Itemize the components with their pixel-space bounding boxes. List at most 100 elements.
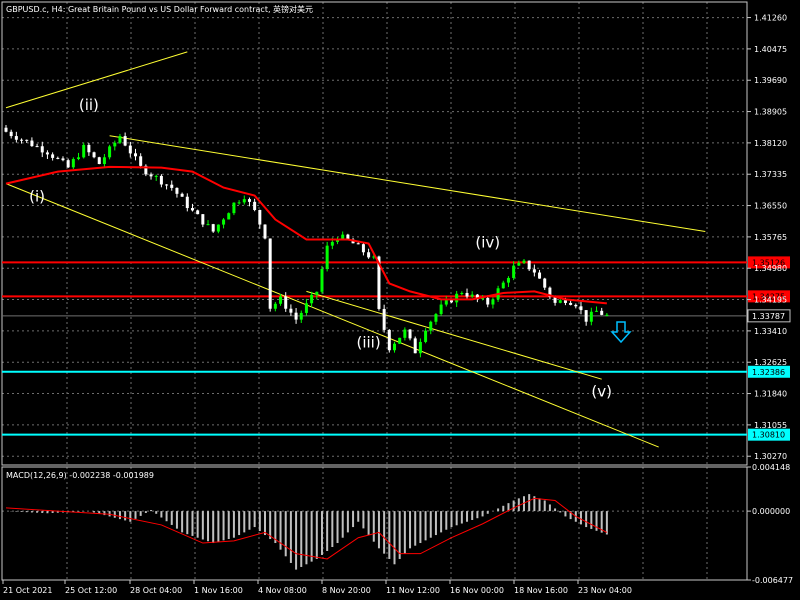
- price-tick-label: 1.31840: [754, 390, 787, 399]
- candles: [4, 125, 609, 358]
- candle-body: [154, 175, 158, 177]
- candle-body: [605, 314, 609, 316]
- candle-body: [475, 294, 479, 299]
- wave-label: (i): [29, 188, 45, 206]
- time-tick-label: 11 Nov 12:00: [386, 586, 440, 595]
- candle-body: [51, 154, 55, 158]
- level-tag: [748, 256, 790, 269]
- candle-body: [512, 265, 516, 278]
- candle-body: [196, 210, 200, 215]
- candle-body: [165, 184, 169, 186]
- candle-body: [584, 310, 588, 322]
- candle-body: [45, 152, 49, 155]
- price-tick-label: 1.38905: [754, 108, 787, 117]
- macd-panel: [5, 494, 608, 570]
- candle-body: [403, 329, 407, 338]
- candle-body: [310, 294, 314, 304]
- candle-body: [299, 312, 303, 320]
- candle-body: [237, 202, 241, 204]
- time-tick-label: 25 Oct 12:00: [65, 586, 117, 595]
- candle-body: [398, 337, 402, 344]
- candle-body: [367, 252, 371, 258]
- candle-body: [14, 136, 18, 140]
- candle-body: [532, 269, 536, 273]
- wave-label: (iv): [475, 233, 500, 251]
- candle-body: [356, 243, 360, 245]
- level-tag-label: 1.30810: [752, 431, 785, 440]
- price-tick-label: 1.38120: [754, 139, 787, 148]
- candle-body: [61, 158, 65, 161]
- price-tick-label: 1.32625: [754, 358, 787, 367]
- candle-body: [216, 224, 220, 232]
- candle-body: [325, 245, 329, 270]
- candle-body: [429, 321, 433, 331]
- candle-body: [574, 304, 578, 307]
- candle-body: [460, 292, 464, 294]
- trend-line: [5, 51, 188, 109]
- candle-body: [66, 160, 70, 168]
- candle-body: [408, 329, 412, 339]
- price-tick-label: 1.34195: [754, 296, 787, 305]
- candle-body: [118, 136, 122, 143]
- candle-body: [180, 193, 184, 197]
- candle-body: [558, 300, 562, 303]
- candle-body: [413, 338, 417, 354]
- candle-body: [538, 272, 542, 279]
- wave-label: (ii): [79, 96, 99, 114]
- chart-frame: [1, 1, 748, 581]
- candle-body: [481, 298, 485, 300]
- candle-body: [289, 308, 293, 313]
- candle-body: [102, 157, 106, 165]
- candle-body: [589, 311, 593, 322]
- candle-body: [71, 159, 75, 168]
- candle-body: [444, 300, 448, 305]
- candle-body: [134, 153, 137, 157]
- candle-body: [128, 145, 132, 154]
- time-tick-label: 21 Oct 2021: [3, 586, 52, 595]
- candle-body: [56, 157, 60, 159]
- price-tick-label: 1.36550: [754, 202, 787, 211]
- current-price-label: 1.33787: [752, 312, 785, 321]
- trend-lines[interactable]: [5, 51, 706, 448]
- candle-body: [25, 139, 29, 141]
- candle-body: [170, 184, 174, 188]
- level-tag-label: 1.32386: [752, 368, 785, 377]
- candle-body: [424, 330, 428, 342]
- candle-body: [159, 175, 163, 185]
- candle-body: [227, 213, 231, 220]
- candle-body: [579, 306, 583, 311]
- candle-body: [30, 140, 34, 147]
- candle-body: [40, 146, 44, 153]
- macd-tick-label: -0.006477: [752, 576, 793, 585]
- trend-line: [109, 135, 706, 232]
- price-tick-label: 1.39690: [754, 76, 787, 85]
- candle-body: [315, 291, 319, 295]
- candle-body: [92, 152, 96, 158]
- candle-body: [304, 303, 308, 313]
- candle-body: [253, 201, 257, 210]
- candle-body: [449, 300, 453, 303]
- candle-body: [418, 341, 422, 354]
- candle-body: [113, 142, 117, 147]
- candle-body: [522, 260, 526, 263]
- sell-arrow-icon[interactable]: [610, 321, 632, 344]
- macd-frame: [1, 466, 748, 581]
- candle-body: [600, 310, 604, 315]
- candle-body: [548, 287, 552, 297]
- time-tick-label: 4 Nov 08:00: [258, 586, 307, 595]
- main-frame: [1, 1, 748, 466]
- candle-body: [294, 312, 298, 320]
- candle-body: [393, 343, 396, 351]
- level-tag-label: 1.35126: [752, 258, 785, 267]
- level-tag: [748, 428, 790, 441]
- wave-label: (v): [591, 382, 612, 400]
- horizontal-levels[interactable]: 1.35126 1.34275 1.33787 1.32386 1.30810: [2, 256, 791, 441]
- candle-body: [108, 146, 112, 158]
- time-tick-label: 8 Nov 20:00: [322, 586, 371, 595]
- candle-body: [382, 308, 386, 330]
- ma-line: [5, 165, 607, 305]
- candle-body: [201, 214, 205, 225]
- candle-body: [341, 234, 345, 239]
- sell-arrow-shape: [610, 321, 632, 344]
- wave-label: (iii): [356, 333, 380, 351]
